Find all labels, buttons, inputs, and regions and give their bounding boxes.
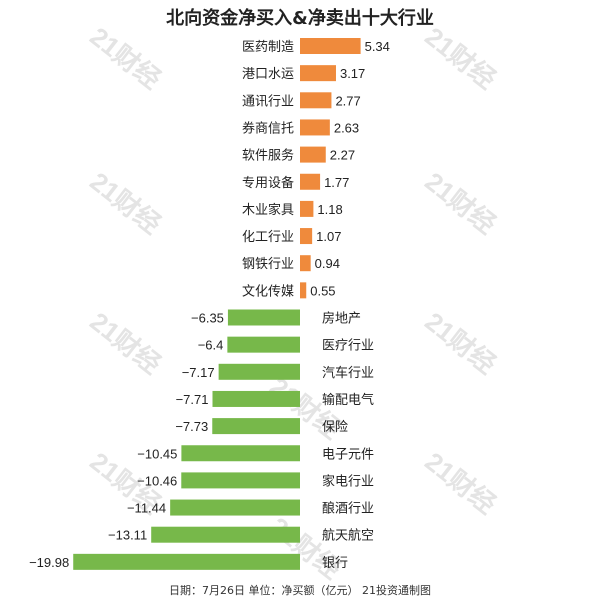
value-label: −13.11 xyxy=(108,528,147,543)
watermark: 21财经 xyxy=(419,306,501,379)
watermark: 21财经 xyxy=(84,166,166,239)
category-label: 通讯行业 xyxy=(242,94,294,109)
category-label: 航天航空 xyxy=(322,528,374,544)
category-label: 化工行业 xyxy=(242,230,294,245)
value-label: −7.71 xyxy=(176,392,209,407)
bar xyxy=(181,472,300,489)
value-label: 2.27 xyxy=(330,148,355,163)
category-label: 输配电气 xyxy=(322,392,374,408)
category-label: 银行 xyxy=(322,556,348,571)
category-label: 港口水运 xyxy=(242,67,294,82)
bar xyxy=(300,65,336,82)
category-label: 电子元件 xyxy=(322,447,374,462)
watermark: 21财经 xyxy=(419,166,501,239)
value-label: −11.44 xyxy=(127,501,166,516)
bar xyxy=(300,228,313,245)
bar xyxy=(218,363,300,380)
watermark: 21财经 xyxy=(84,21,166,94)
bar xyxy=(300,38,361,54)
value-label: 3.17 xyxy=(340,66,365,81)
value-label: −10.46 xyxy=(137,473,177,488)
chart-footer: 日期：7月26日 单位：净买额（亿元） 21投资通制图 xyxy=(169,583,431,597)
bar xyxy=(227,336,300,353)
bar xyxy=(73,553,301,570)
category-label: 汽车行业 xyxy=(322,365,374,381)
bar xyxy=(300,282,307,299)
value-label: 2.63 xyxy=(334,120,359,135)
value-label: 2.77 xyxy=(335,93,360,108)
bar xyxy=(300,92,332,109)
watermark: 21财经 xyxy=(419,446,501,519)
value-label: 0.94 xyxy=(315,256,340,271)
chart-title: 北向资金净买入&净卖出十大行业 xyxy=(166,7,434,29)
bar xyxy=(212,418,300,435)
watermark: 21财经 xyxy=(419,21,501,94)
bar xyxy=(151,526,300,543)
watermark: 21财经 xyxy=(84,306,166,379)
value-label: 1.77 xyxy=(324,175,349,190)
category-label: 钢铁行业 xyxy=(242,257,294,272)
category-label: 房地产 xyxy=(322,311,361,327)
value-label: −19.98 xyxy=(29,555,69,570)
value-label: 1.18 xyxy=(317,202,342,217)
category-label: 酿酒行业 xyxy=(322,501,374,517)
bars-group: 医药制造 5.34 港口水运 3.17 通讯行业 2.77 券商信托 2.63 软件服务 2.27… xyxy=(29,38,390,571)
value-label: 1.07 xyxy=(316,229,341,244)
category-label: 文化传媒 xyxy=(242,284,294,299)
category-label: 木业家具 xyxy=(242,202,294,218)
category-label: 软件服务 xyxy=(242,148,294,164)
value-label: 0.55 xyxy=(310,283,335,298)
value-label: 5.34 xyxy=(365,39,390,54)
category-label: 保险 xyxy=(322,420,348,435)
bar xyxy=(300,200,314,217)
category-label: 专用设备 xyxy=(242,175,294,191)
bar xyxy=(300,146,326,163)
bar xyxy=(181,445,300,462)
bar xyxy=(300,119,330,136)
category-label: 医疗行业 xyxy=(322,339,374,354)
value-label: −7.73 xyxy=(175,419,208,434)
value-label: −6.35 xyxy=(191,311,224,326)
bar xyxy=(300,173,321,190)
category-label: 医药制造 xyxy=(242,40,294,55)
value-label: −6.4 xyxy=(198,338,224,353)
value-label: −10.45 xyxy=(137,446,177,461)
bar xyxy=(170,499,300,516)
bar xyxy=(300,255,311,272)
category-label: 家电行业 xyxy=(322,473,374,489)
bar xyxy=(227,309,300,326)
watermark: 21财经 xyxy=(264,511,346,584)
value-label: −7.17 xyxy=(182,365,215,380)
category-label: 券商信托 xyxy=(242,120,294,136)
bar xyxy=(212,390,300,407)
